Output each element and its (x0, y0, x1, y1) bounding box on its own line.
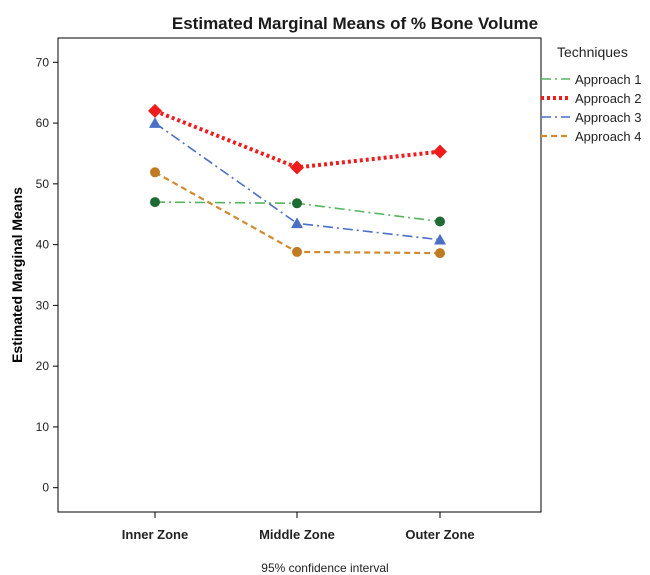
y-tick-label: 10 (36, 420, 50, 434)
x-tick-label: Outer Zone (405, 527, 474, 542)
series-approach-2 (148, 103, 447, 175)
series-approach-1 (150, 197, 445, 227)
data-point-circle (292, 198, 302, 209)
series-line (154, 122, 441, 241)
footer-text: 95% confidence interval (261, 561, 388, 575)
y-axis-label: Estimated Marginal Means (9, 187, 25, 363)
y-tick-label: 50 (36, 177, 50, 191)
legend-label: Approach 1 (575, 72, 642, 87)
series-line (154, 171, 441, 255)
data-point-circle (150, 197, 160, 208)
y-tick-label: 60 (36, 116, 50, 130)
data-point-triangle (434, 233, 446, 245)
data-point-triangle (149, 117, 161, 128)
series-layer (148, 103, 447, 259)
y-tick-label: 0 (42, 481, 49, 495)
plot-frame (57, 37, 542, 513)
chart-title: Estimated Marginal Means of % Bone Volum… (172, 14, 538, 33)
data-point-diamond (433, 144, 447, 159)
legend-label: Approach 2 (575, 91, 642, 106)
y-tick-label: 40 (36, 238, 50, 252)
series-approach-3 (149, 117, 446, 245)
legend-title: Techniques (557, 44, 628, 60)
series-approach-4 (150, 167, 445, 259)
data-point-diamond (148, 103, 162, 118)
ticks-layer: 0 10 20 30 40 50 60 70 Inner Zone Middle Zone Oute… (36, 55, 475, 542)
data-point-circle (435, 216, 445, 227)
data-point-triangle (291, 217, 303, 229)
data-point-circle (150, 167, 160, 178)
legend: Approach 1 Approach 2 Approach 3 Approach 4 (541, 72, 642, 144)
data-point-circle (435, 248, 445, 259)
y-tick-label: 30 (36, 298, 50, 312)
x-tick-label: Middle Zone (259, 527, 335, 542)
y-tick-label: 20 (36, 359, 50, 373)
data-point-diamond (290, 160, 304, 175)
data-point-circle (292, 246, 302, 257)
series-line (154, 109, 441, 170)
y-tick-label: 70 (36, 55, 50, 69)
legend-label: Approach 4 (575, 129, 642, 144)
x-tick-label: Inner Zone (122, 527, 188, 542)
legend-label: Approach 3 (575, 110, 642, 125)
